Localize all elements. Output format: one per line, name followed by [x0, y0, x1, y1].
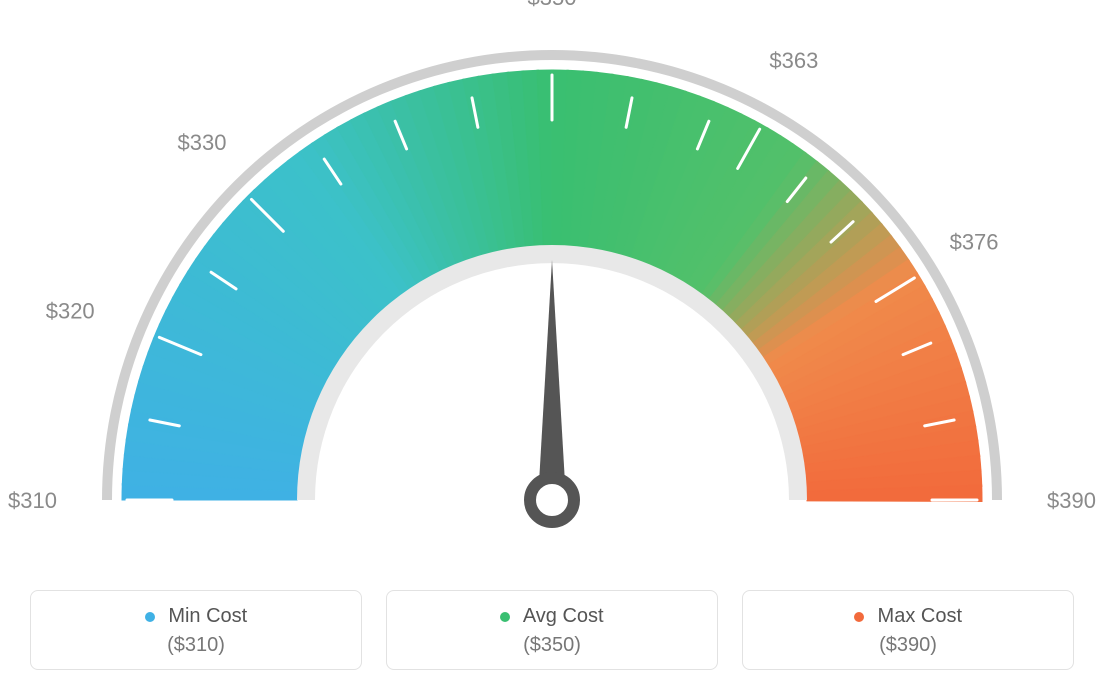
legend-label-text: Max Cost — [878, 605, 962, 627]
legend-label: Avg Cost — [397, 605, 707, 628]
svg-text:$330: $330 — [178, 130, 227, 155]
svg-text:$363: $363 — [769, 48, 818, 73]
legend-label: Max Cost — [753, 605, 1063, 628]
legend-value: ($350) — [397, 634, 707, 657]
legend-card-avg: Avg Cost ($350) — [386, 590, 718, 670]
legend-value: ($390) — [753, 634, 1063, 657]
svg-text:$376: $376 — [950, 229, 999, 254]
legend-dot-avg — [500, 612, 510, 622]
legend-card-max: Max Cost ($390) — [742, 590, 1074, 670]
legend-card-min: Min Cost ($310) — [30, 590, 362, 670]
svg-text:$320: $320 — [46, 299, 95, 324]
legend-dot-max — [854, 612, 864, 622]
svg-text:$310: $310 — [8, 488, 57, 513]
legend-dot-min — [145, 612, 155, 622]
svg-text:$390: $390 — [1047, 488, 1096, 513]
chart-container: $310 $320 $330 $350 $363 $376 $390 Min Cost ($… — [0, 0, 1104, 690]
legend-label-text: Min Cost — [168, 605, 247, 627]
legend-label-text: Avg Cost — [523, 605, 604, 627]
legend-label: Min Cost — [41, 605, 351, 628]
svg-text:$350: $350 — [528, 0, 577, 10]
gauge-chart: $310 $320 $330 $350 $363 $376 $390 — [0, 0, 1104, 560]
legend-row: Min Cost ($310) Avg Cost ($350) Max Cost… — [30, 590, 1074, 670]
legend-value: ($310) — [41, 634, 351, 657]
